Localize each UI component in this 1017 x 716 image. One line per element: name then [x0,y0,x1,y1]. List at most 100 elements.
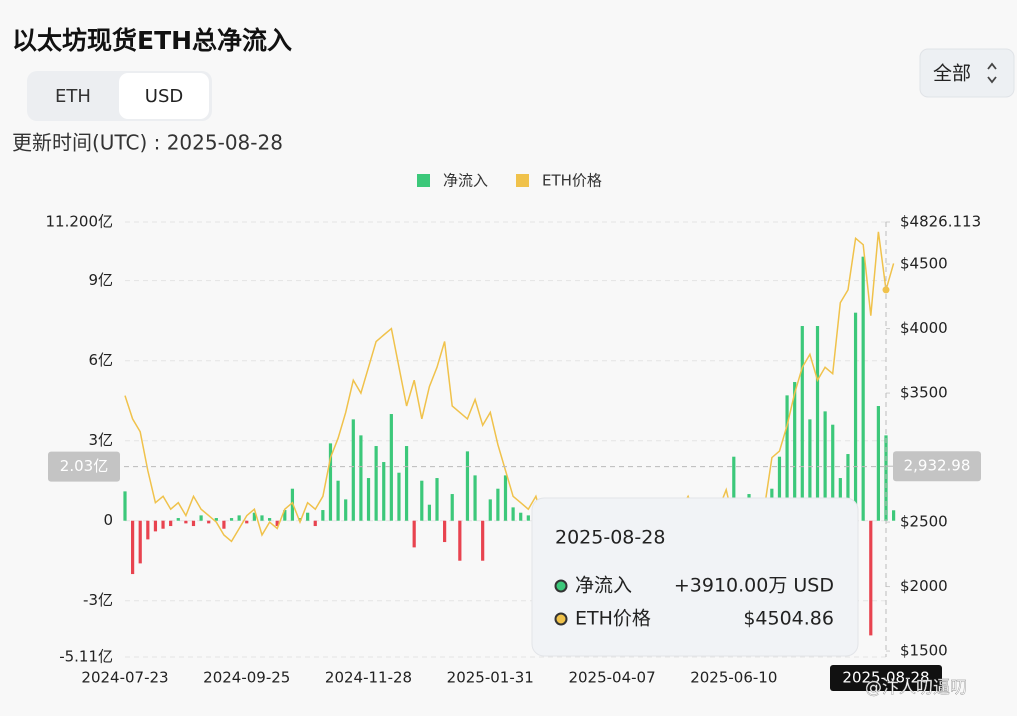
tooltip-date: 2025-08-28 [555,527,665,549]
bar [443,520,447,543]
crosshair-label-bg [893,451,981,482]
bar [176,518,180,521]
select-arrow [987,62,997,84]
bar [138,520,142,564]
bar [808,419,812,521]
bar [344,499,348,521]
x-tick-label: 2024-11-28 [325,669,412,687]
bar [123,491,127,521]
tooltip-dot [554,579,568,593]
x-tick-label: 2025-01-31 [447,669,534,687]
bar [267,518,272,521]
y2-tick-label: $3500 [900,384,948,402]
x-tick-label: 2025-04-07 [568,669,655,687]
bar [336,480,340,521]
y2-tick-label: $4500 [900,255,948,273]
tooltip-dot [554,612,568,626]
bar [131,520,135,575]
bar [214,518,218,521]
tooltip-value: $4504.86 [743,608,834,630]
crosshair-label-bg [48,451,120,482]
bar [374,446,378,521]
y-tick-label: 9亿 [88,271,113,289]
bar [412,520,416,548]
bar [207,520,211,524]
bar [785,395,789,521]
bar [519,512,523,521]
bar [184,520,188,524]
y-tick-label: 3亿 [88,431,113,449]
bar [465,451,470,521]
y2-tick-label: $2500 [900,513,948,531]
y-tick-label: -5.11亿 [59,648,113,666]
y2-tick-label: $4826.113 [900,213,981,231]
legend-swatch [516,174,529,187]
bar [793,382,797,521]
bar [404,446,409,521]
bar [169,520,173,527]
y2-tick-label: $4000 [900,319,948,337]
bar [853,312,858,521]
watermark: @汴人叨逼叨 [865,678,967,698]
tab[interactable]: USD [145,86,183,107]
bar [420,480,424,521]
range-select[interactable] [919,48,1015,98]
bar [861,256,865,521]
x-tick-label: 2025-06-10 [690,669,777,687]
x-tick-label: 2025-08-28 [842,669,929,687]
bar [245,520,249,524]
range-select-label[interactable]: 全部 [933,63,971,85]
bar [876,406,880,521]
bar [146,520,150,540]
bar [260,515,264,521]
tab-active-bg [119,73,209,119]
legend-swatch [417,174,430,187]
bar [732,456,736,521]
crosshair-label: 2,932.98 [904,457,971,475]
bar [496,488,500,521]
bar [435,478,439,521]
bar [359,435,363,521]
y2-tick-label: $2000 [900,577,948,595]
bar [298,518,302,521]
page-title: 以太坊现货ETH总净流入 [12,26,292,55]
bar [777,456,782,521]
bar [199,515,203,521]
bar [252,512,256,521]
bar [427,504,431,521]
bar [351,419,355,521]
bar [229,518,234,521]
bar [458,520,462,561]
y-tick-label: -3亿 [83,591,113,609]
bar [275,520,279,527]
bar [450,494,454,521]
legend-label: ETH价格 [542,172,602,190]
bar [503,475,508,521]
y-tick-label: 11.200亿 [46,213,114,231]
x-tick-label: 2024-07-23 [81,669,168,687]
y-tick-label: 6亿 [88,351,113,369]
bar [161,520,165,529]
bar [823,411,827,521]
bar [473,475,477,521]
bar [846,454,850,521]
bar [511,507,515,521]
bar [869,520,873,636]
bar [815,326,820,521]
update-time: 更新时间(UTC) : 2025-08-28 [12,131,283,155]
tab[interactable]: ETH [55,86,91,107]
bar [831,424,835,521]
bar [366,478,371,521]
tooltip-value: +3910.00万 USD [674,575,834,597]
hover-dot [882,286,890,294]
legend-label: 净流入 [443,172,488,190]
x-highlight-bg [830,665,942,691]
crosshair-label: 2.03亿 [60,457,108,475]
bar [892,510,896,521]
bar [306,512,310,521]
bar [800,326,804,521]
tooltip-name: ETH价格 [575,608,651,630]
bar [313,520,317,527]
bar [153,520,158,532]
